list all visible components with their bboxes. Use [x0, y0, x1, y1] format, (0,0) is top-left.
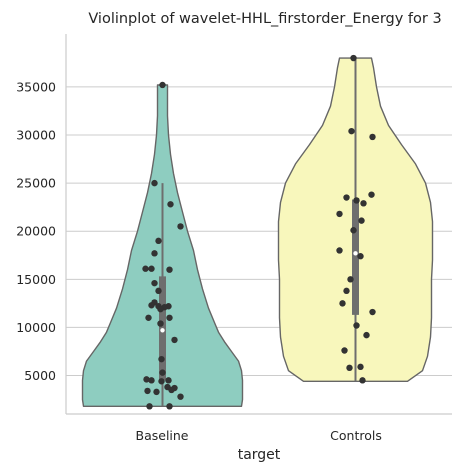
data-point: [346, 364, 353, 372]
data-point: [348, 127, 355, 135]
data-point: [177, 393, 184, 400]
data-point: [151, 250, 158, 257]
data-point: [177, 223, 184, 230]
data-point: [165, 377, 172, 384]
data-point: [166, 314, 173, 321]
data-point: [341, 347, 348, 354]
data-point: [347, 276, 354, 283]
x-tick-label-1: Controls: [330, 428, 382, 443]
data-point: [145, 314, 152, 321]
data-point: [151, 179, 158, 187]
data-point: [166, 266, 173, 273]
data-point: [143, 376, 150, 383]
data-point: [157, 305, 164, 313]
data-point: [360, 200, 367, 207]
data-point: [363, 331, 370, 339]
data-point: [343, 287, 350, 295]
data-point: [159, 81, 166, 89]
data-point: [350, 227, 357, 234]
data-point: [148, 302, 155, 309]
data-point: [336, 210, 343, 218]
y-tick-label: 10000: [16, 320, 56, 335]
data-point: [368, 191, 375, 198]
data-point: [155, 287, 162, 295]
data-point: [369, 133, 376, 141]
data-point: [336, 247, 343, 254]
data-point: [144, 387, 151, 395]
data-point: [171, 336, 178, 344]
y-tick-label: 20000: [16, 224, 56, 239]
data-point: [350, 54, 357, 62]
y-tick-label: 35000: [16, 79, 56, 94]
data-point: [157, 320, 164, 327]
data-point: [353, 197, 360, 204]
data-point: [158, 378, 165, 385]
y-tick-label: 5000: [24, 368, 56, 383]
median-marker-baseline: [160, 328, 165, 333]
data-point: [146, 403, 153, 410]
data-point: [159, 369, 166, 376]
y-tick-label: 15000: [16, 272, 56, 287]
data-point: [358, 217, 365, 224]
data-point: [357, 253, 364, 260]
data-point: [148, 377, 155, 384]
chart-title: Violinplot of wavelet-HHL_firstorder_Ene…: [88, 11, 441, 27]
data-point: [155, 237, 162, 245]
data-point: [158, 355, 165, 363]
data-point: [148, 265, 155, 272]
data-point: [153, 388, 160, 396]
data-point: [359, 377, 366, 384]
data-point: [369, 308, 376, 316]
data-point: [142, 265, 149, 272]
median-marker-controls: [353, 251, 358, 256]
data-point: [353, 322, 360, 329]
plot-area: 5000 10000 15000 20000 25000 30000 35000: [16, 34, 452, 415]
x-tick-label-0: Baseline: [136, 428, 189, 443]
data-point: [343, 194, 350, 201]
data-point: [339, 300, 346, 307]
x-axis-label: target: [238, 447, 281, 463]
data-point: [168, 386, 175, 394]
data-point: [357, 363, 364, 371]
data-point: [166, 403, 173, 410]
y-tick-label: 25000: [16, 176, 56, 191]
data-point: [151, 279, 158, 287]
y-tick-label: 30000: [16, 128, 56, 143]
data-point: [167, 201, 174, 208]
